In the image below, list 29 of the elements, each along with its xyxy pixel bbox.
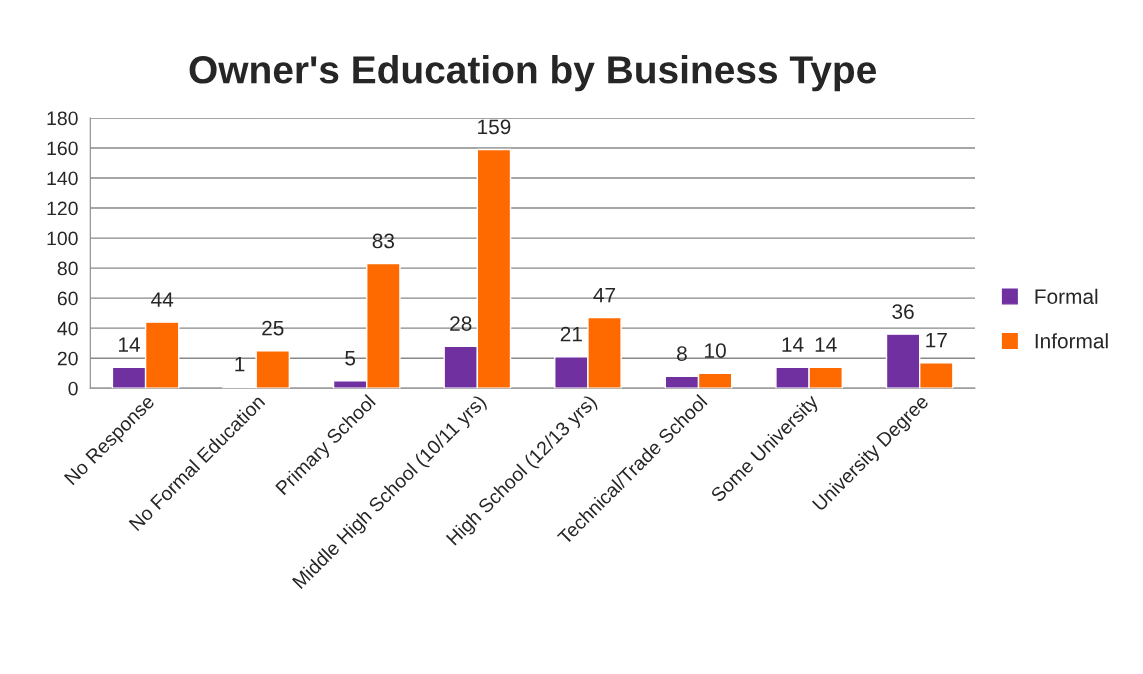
y-tick-label: 40 <box>57 321 78 336</box>
data-label: 25 <box>262 320 284 336</box>
data-label: 159 <box>478 119 511 135</box>
y-tick-label: 180 <box>47 111 78 126</box>
data-label: 14 <box>119 337 140 352</box>
chart-title: Owner's Education by Business Type <box>189 55 876 92</box>
data-label: 17 <box>926 332 947 348</box>
legend-label: Informal <box>1035 333 1108 349</box>
data-label: 8 <box>677 346 687 361</box>
y-tick-label: 60 <box>57 291 78 306</box>
data-label: 14 <box>782 337 804 352</box>
y-tick-label: 120 <box>47 201 78 216</box>
data-label: 28 <box>450 316 472 331</box>
data-label: 83 <box>372 233 395 249</box>
data-label: 44 <box>151 292 174 307</box>
data-label: 21 <box>560 326 582 342</box>
data-label: 47 <box>593 287 616 303</box>
legend-label: Formal <box>1035 288 1098 305</box>
y-tick-label: 0 <box>68 381 78 396</box>
y-tick-label: 160 <box>47 141 78 156</box>
data-label: 5 <box>345 350 356 366</box>
y-tick-label: 80 <box>57 261 78 276</box>
data-label: 1 <box>235 356 245 372</box>
y-tick-label: 100 <box>47 231 78 246</box>
data-label: 36 <box>892 304 914 319</box>
data-label: 10 <box>705 343 726 358</box>
data-label: 14 <box>815 337 837 352</box>
y-tick-label: 20 <box>57 351 78 366</box>
y-tick-label: 140 <box>47 171 78 186</box>
